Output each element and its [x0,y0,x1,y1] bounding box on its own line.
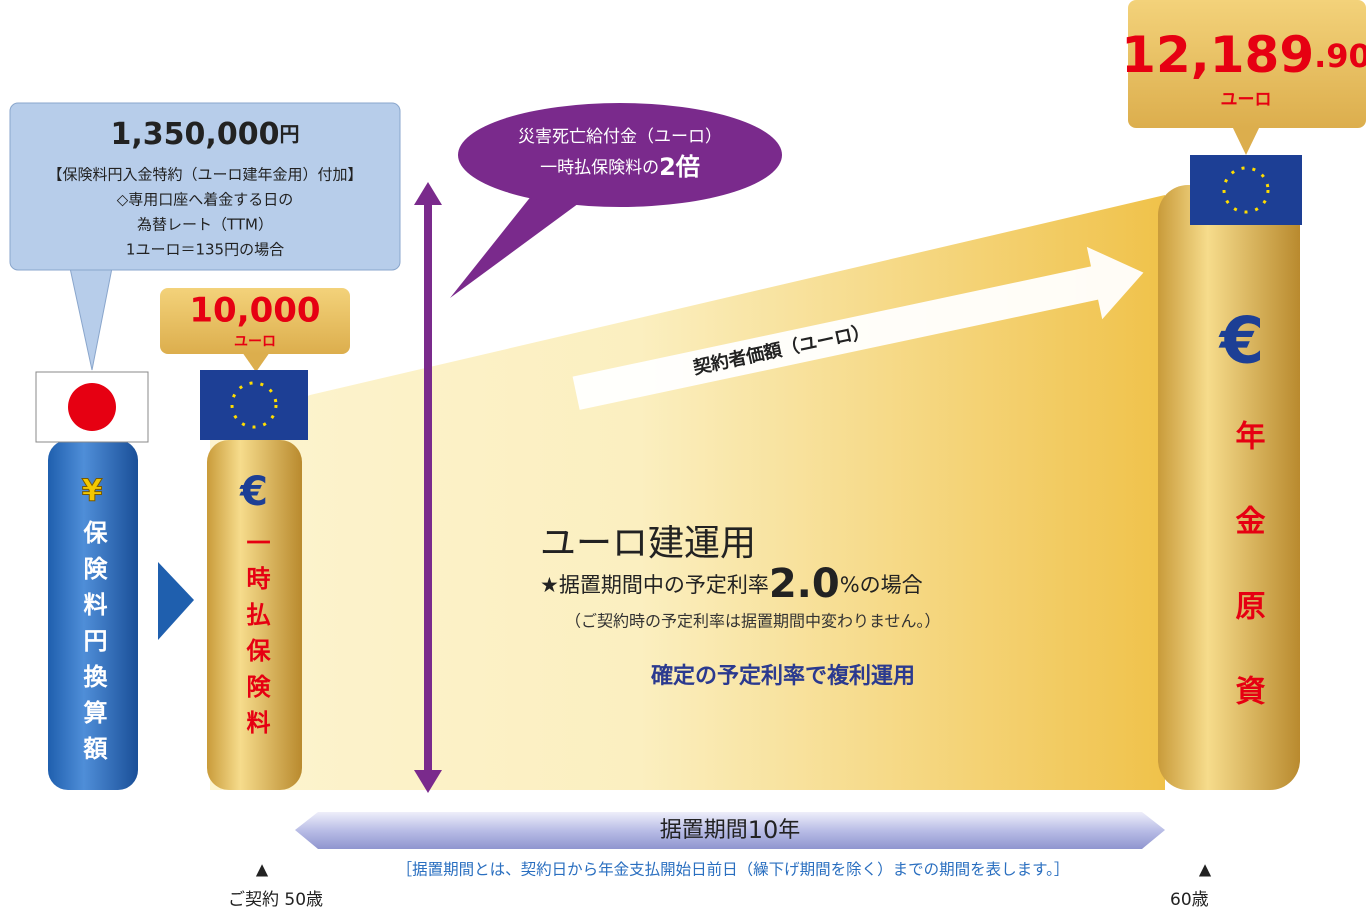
eu-flag [200,370,308,440]
euro-icon: € [1218,305,1265,379]
multiple: 2倍 [659,153,700,181]
page: 1,350,000円 【保険料円入金特約（ユーロ建年金用）付加】 ◇専用口座へ着… [0,0,1366,922]
period-note: ［据置期間とは、契約日から年金支払開始日前日（繰下げ期間を除く）までの期間を表し… [397,861,1070,879]
plan-note: （ご契約時の予定利率は据置期間中変わりません。） [565,612,941,631]
bubble-line: 一時払保険料の2倍 [540,153,700,181]
unit: 円 [279,122,299,146]
diagram: 1,350,000円 【保険料円入金特約（ユーロ建年金用）付加】 ◇専用口座へ着… [0,0,1366,922]
callout-line: ◇専用口座へ着金する日の [117,191,294,209]
column-label: 年金原資 [1230,420,1266,760]
end-age: 60歳 [1170,890,1209,910]
unit: 年 [778,818,800,843]
years: 10 [748,816,779,844]
plan-method: 確定の予定利率で複利運用 [651,663,915,689]
callout-line: 為替レート（TTM） [137,216,273,234]
end-amount-box: 12,189.90 ユーロ [1121,0,1366,155]
marker: ▲ [256,860,269,879]
rate: 2.0 [769,561,840,607]
decimal: .90 [1314,37,1366,75]
bubble-line: 災害死亡給付金（ユーロ） [518,127,722,147]
arrow-right [158,562,194,640]
column-label: 保険料円換算額 [79,520,108,772]
japan-flag-sun [68,383,116,431]
start-amount-box: 10,000 ユーロ [160,288,350,372]
text: 一時払保険料の [540,158,659,178]
unit: ユーロ [234,334,276,350]
callout-line: 【保険料円入金特約（ユーロ建年金用）付加】 [47,166,362,184]
yen-amount: 1,350,000円 [111,117,300,152]
integer: 12,189 [1121,26,1314,84]
benefit-bubble: 災害死亡給付金（ユーロ） 一時払保険料の2倍 [450,103,782,298]
callout-line: 1ユーロ＝135円の場合 [126,241,284,259]
yen-icon: ¥ [82,474,103,509]
amount: 1,350,000 [111,117,280,152]
unit: ユーロ [1221,90,1272,110]
text: 据置期間 [660,818,748,843]
period-label: 据置期間10年 [660,816,801,844]
eu-flag [1190,155,1302,225]
start-amount: 10,000 [189,291,320,331]
start-age: ご契約 50歳 [228,890,323,910]
plan-title: ユーロ建運用 [540,523,756,564]
marker: ▲ [1199,860,1212,879]
euro-icon: € [239,469,268,515]
text: %の場合 [840,573,923,597]
text: ★据置期間中の予定利率 [540,573,769,597]
column-label: 一時払保険料 [242,530,271,746]
